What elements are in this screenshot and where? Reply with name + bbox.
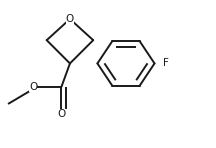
Text: O: O <box>29 82 37 92</box>
Text: O: O <box>57 109 66 119</box>
Text: F: F <box>163 58 169 68</box>
Text: O: O <box>66 14 74 24</box>
